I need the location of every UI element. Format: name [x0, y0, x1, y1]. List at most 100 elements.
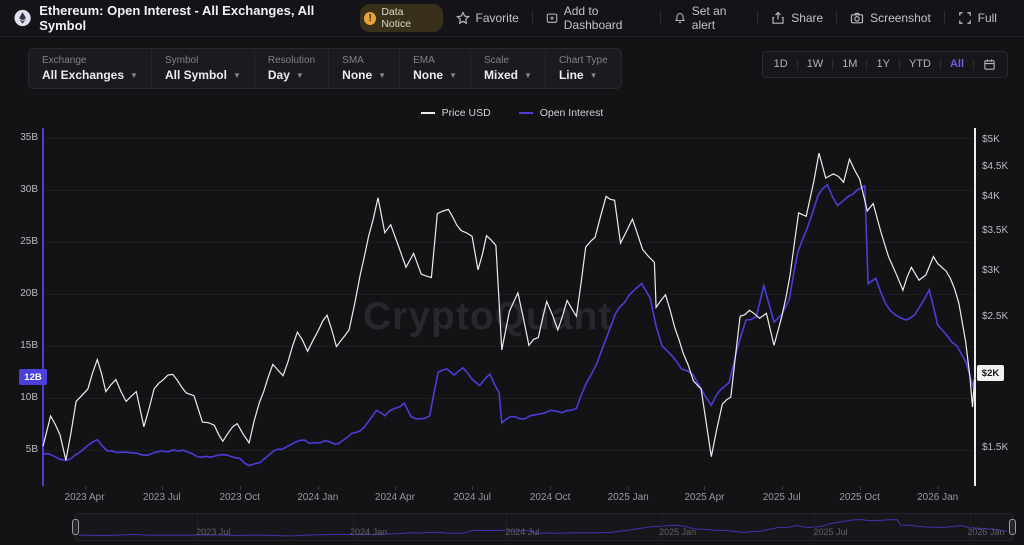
x-axis-tick-label: 2025 Jul — [762, 492, 801, 503]
navigator-tick-label: 2026 Jan — [967, 527, 1005, 537]
sma-dropdown-value: None — [342, 68, 373, 82]
gridline — [43, 398, 975, 399]
sma-dropdown-label: SMA — [342, 55, 364, 66]
symbol-dropdown[interactable]: Symbol All Symbol ▼ — [150, 49, 254, 88]
navigator-separator — [197, 514, 199, 540]
right-axis-tick-label: $5K — [982, 134, 1000, 145]
x-axis-tick — [859, 486, 861, 490]
x-axis-tick-label: 2025 Jan — [607, 492, 649, 503]
x-axis-tick-label: 2023 Jul — [142, 492, 181, 503]
x-axis-tick — [84, 486, 86, 490]
right-axis-tick-label: $1.5K — [982, 442, 1009, 453]
price-line-marker — [420, 112, 435, 114]
range-ytd-button[interactable]: YTD — [908, 58, 931, 70]
data-notice-badge[interactable]: ! Data Notice — [359, 4, 443, 32]
resolution-dropdown[interactable]: Resolution Day ▼ — [253, 49, 328, 88]
divider — [973, 59, 974, 70]
range-1d-button[interactable]: 1D — [773, 58, 788, 70]
open-interest-line — [42, 183, 976, 467]
exchange-dropdown[interactable]: Exchange All Exchanges ▼ — [29, 49, 151, 88]
divider — [866, 59, 868, 70]
set-alert-label: Set an alert — [691, 4, 727, 32]
chart-navigator[interactable]: 2023 Jul 2024 Jan 2024 Jul 2025 Jan 2025 Jul… — [72, 513, 1016, 541]
set-alert-button[interactable]: Set an alert — [661, 4, 758, 32]
page-title: Ethereum: Open Interest - All Exchanges,… — [39, 3, 315, 33]
x-axis-tick — [704, 486, 706, 490]
share-label: Share — [791, 11, 824, 25]
x-axis-tick-label: 2025 Oct — [839, 492, 880, 503]
x-axis-tick — [628, 486, 630, 490]
divider — [939, 59, 941, 70]
range-1w-button[interactable]: 1W — [806, 58, 824, 70]
x-axis-tick — [937, 486, 939, 490]
ema-dropdown-label: EMA — [413, 55, 435, 66]
chevron-down-icon: ▼ — [232, 70, 241, 80]
scale-dropdown-value: Mixed — [484, 68, 519, 82]
chart-type-dropdown[interactable]: Chart Type Line ▼ — [544, 49, 621, 88]
symbol-dropdown-label: Symbol — [164, 55, 199, 66]
x-axis-tick — [239, 486, 241, 490]
chart-legend: Price USD Open Interest — [0, 107, 1024, 119]
left-axis-tick-label: 30B — [20, 184, 38, 195]
x-axis-tick-label: 2024 Jan — [297, 492, 339, 503]
navigator-tick-label: 2025 Jan — [659, 527, 697, 537]
add-to-dashboard-button[interactable]: Add to Dashboard — [533, 4, 660, 32]
navigator-right-handle[interactable] — [1009, 519, 1016, 535]
symbol-dropdown-value: All Symbol — [164, 68, 227, 82]
scale-dropdown[interactable]: Scale Mixed ▼ — [470, 49, 545, 88]
range-all-button[interactable]: All — [949, 58, 964, 70]
navigator-separator — [969, 514, 971, 540]
x-axis-tick — [394, 486, 396, 490]
gridline — [43, 450, 975, 451]
add-to-dashboard-label: Add to Dashboard — [563, 4, 623, 32]
legend-item-open-interest[interactable]: Open Interest — [518, 107, 604, 119]
navigator-left-handle[interactable] — [72, 519, 79, 535]
x-axis-tick — [317, 486, 319, 490]
x-axis-tick-label: 2023 Apr — [64, 492, 105, 503]
exchange-dropdown-value: All Exchanges — [42, 68, 125, 82]
exchange-dropdown-label: Exchange — [42, 55, 87, 66]
x-axis-tick-label: 2025 Apr — [684, 492, 725, 503]
data-notice-label: Data Notice — [381, 6, 412, 30]
price-usd-line — [42, 152, 976, 461]
divider — [531, 11, 533, 25]
divider — [898, 59, 900, 70]
x-axis-tick-label: 2023 Oct — [219, 492, 261, 503]
share-button[interactable]: Share — [758, 11, 836, 25]
chevron-down-icon: ▼ — [449, 70, 457, 80]
left-axis-tick-label: 5B — [25, 444, 38, 455]
range-1m-button[interactable]: 1M — [842, 58, 858, 70]
fullscreen-button[interactable]: Full — [945, 11, 1010, 25]
screenshot-label: Screenshot — [870, 11, 931, 25]
right-axis-tick-label: $3K — [982, 264, 1000, 276]
gridline — [43, 138, 975, 139]
divider — [659, 11, 661, 25]
right-axis-tick-label: $4K — [982, 191, 1000, 203]
sma-dropdown[interactable]: SMA None ▼ — [328, 49, 399, 88]
chevron-down-icon: ▼ — [524, 70, 532, 80]
range-1y-button[interactable]: 1Y — [876, 58, 890, 70]
x-axis-tick-label: 2024 Oct — [529, 492, 571, 503]
header: Ethereum: Open Interest - All Exchanges,… — [0, 0, 1024, 37]
chevron-down-icon: ▼ — [130, 70, 138, 80]
legend-item-price[interactable]: Price USD — [420, 107, 491, 119]
time-range-selector: 1D 1W 1M 1Y YTD All — [761, 51, 1008, 78]
navigator-tick-label: 2024 Jul — [505, 527, 540, 537]
divider — [836, 11, 838, 25]
cryptoquant-watermark: CryptoQuant — [363, 295, 613, 338]
ethereum-icon — [14, 9, 31, 27]
header-actions: Favorite Add to Dashboard Set an alert S… — [443, 0, 1011, 36]
x-axis-tick — [161, 486, 163, 490]
x-axis-tick — [550, 486, 552, 490]
screenshot-button[interactable]: Screenshot — [837, 11, 944, 25]
custom-date-range-button[interactable] — [974, 58, 1005, 71]
favorite-button[interactable]: Favorite — [443, 11, 532, 25]
x-axis-tick-label: 2024 Apr — [374, 492, 415, 503]
left-axis-tick-label: 25B — [20, 236, 38, 247]
legend-open-interest-label: Open Interest — [539, 107, 604, 119]
legend-price-label: Price USD — [441, 107, 491, 119]
navigator-separator — [814, 514, 816, 540]
ema-dropdown[interactable]: EMA None ▼ — [399, 49, 470, 88]
